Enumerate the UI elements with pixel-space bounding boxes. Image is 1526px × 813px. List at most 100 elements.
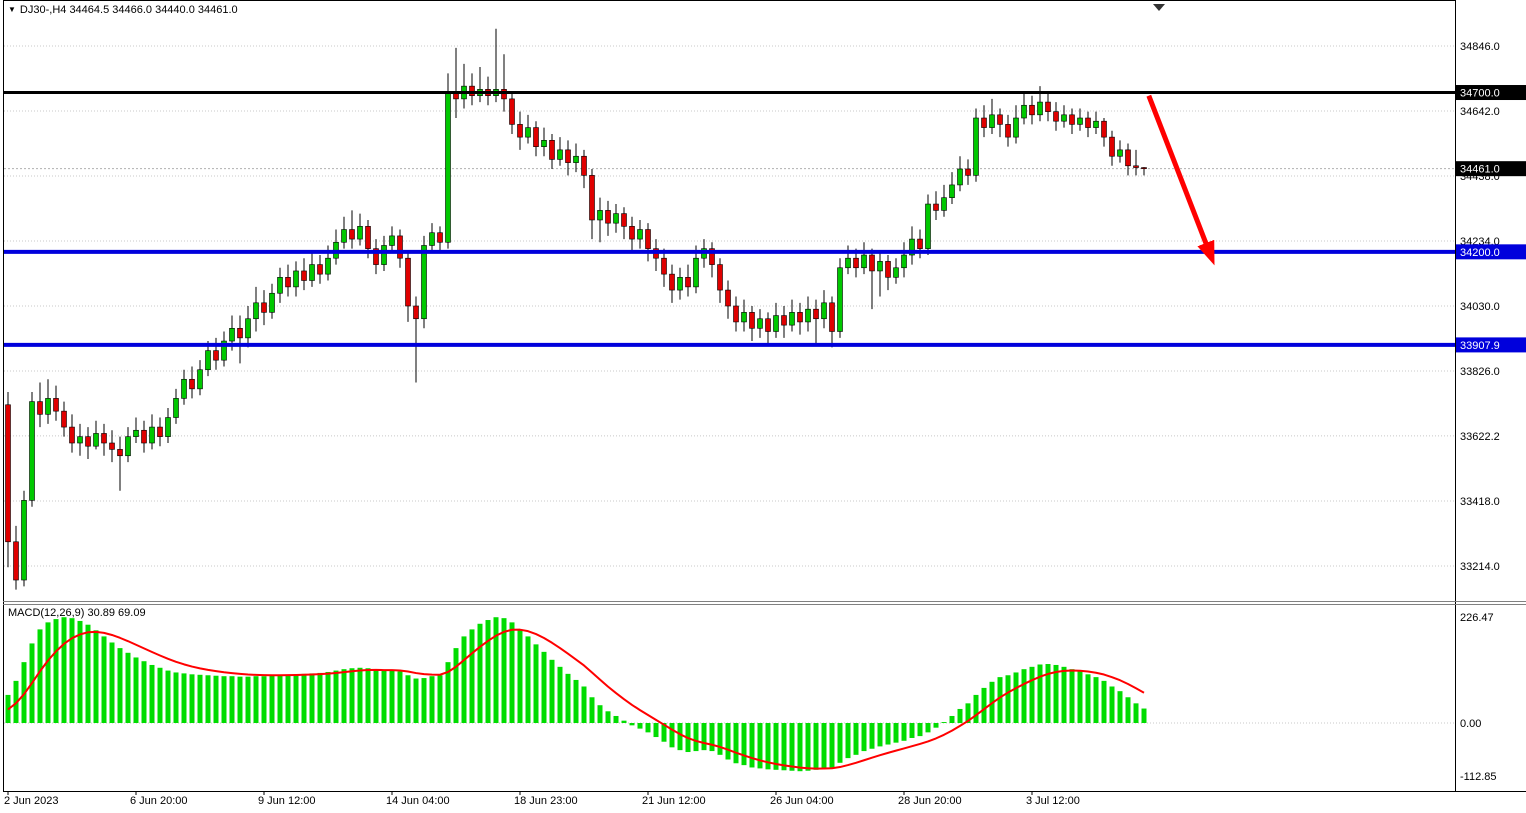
bull-candle — [525, 127, 531, 138]
time-axis-labels: 2 Jun 2023 6 Jun 20:00 9 Jun 12:00 14 Jun 0… — [4, 792, 1080, 807]
bull-candle — [445, 92, 451, 243]
macd-bar — [109, 642, 115, 723]
macd-bar — [221, 676, 227, 723]
macd-bar — [693, 723, 699, 752]
bear-candle — [413, 305, 419, 320]
bear-candle — [965, 168, 971, 176]
macd-bar — [245, 676, 251, 723]
macd-bar — [445, 662, 451, 723]
macd-bar — [173, 672, 179, 723]
macd-bar — [1013, 672, 1019, 723]
macd-bar — [37, 629, 43, 723]
trend-arrow-annotation[interactable] — [1146, 94, 1215, 266]
macd-bar — [413, 678, 419, 723]
macd-bar — [549, 659, 555, 723]
bull-candle — [149, 426, 155, 444]
bull-candle — [421, 245, 427, 320]
chart-shift-marker-icon[interactable] — [1153, 4, 1165, 11]
bull-candle — [1077, 117, 1083, 125]
macd-bar — [573, 679, 579, 723]
price-axis-label: 34642.0 — [1460, 106, 1500, 118]
price-axis-label: 34846.0 — [1460, 41, 1500, 53]
macd-bar — [661, 723, 667, 742]
bull-candle — [925, 203, 931, 249]
macd-bar — [605, 711, 611, 723]
time-axis-label: 2 Jun 2023 — [4, 795, 58, 807]
bull-candle — [325, 257, 331, 275]
bear-candle — [61, 410, 67, 428]
bull-candle — [893, 267, 899, 278]
time-axis[interactable] — [0, 792, 1526, 813]
price-line-label-box — [1456, 337, 1526, 353]
bear-candle — [717, 264, 723, 291]
bull-candle — [821, 302, 827, 320]
bull-candle — [693, 257, 699, 288]
macd-bar — [309, 673, 315, 723]
macd-bar — [501, 618, 507, 723]
macd-bar — [453, 648, 459, 723]
macd-bar — [285, 674, 291, 723]
bear-candle — [285, 277, 291, 288]
macd-bar — [541, 651, 547, 723]
macd-bar — [229, 676, 235, 723]
bear-candle — [365, 226, 371, 249]
macd-bar — [389, 670, 395, 723]
macd-bar — [621, 720, 627, 723]
macd-bar — [381, 670, 387, 723]
macd-bar — [589, 697, 595, 723]
bear-candle — [13, 541, 19, 581]
price-line-label-text: 33907.9 — [1460, 340, 1500, 352]
bull-candle — [845, 257, 851, 269]
bear-candle — [581, 155, 587, 176]
bull-candle — [1061, 114, 1067, 122]
bull-candle — [21, 500, 27, 581]
macd-bar — [277, 675, 283, 723]
macd-bar — [653, 723, 659, 738]
bull-candle — [909, 238, 915, 256]
macd-bar — [261, 676, 267, 723]
price-axis-label: 33622.2 — [1460, 431, 1500, 443]
macd-bar — [973, 694, 979, 723]
time-axis-label: 14 Jun 04:00 — [386, 795, 450, 807]
macd-bar — [981, 687, 987, 723]
macd-axis-label: -112.85 — [1460, 771, 1497, 783]
bear-candle — [53, 398, 59, 412]
bear-candle — [869, 254, 875, 272]
macd-bar — [341, 669, 347, 723]
bear-candle — [917, 238, 923, 249]
bear-candle — [141, 429, 147, 444]
macd-bar — [677, 723, 683, 751]
symbol-info: ▼ DJ30-,H4 34464.5 34466.0 34440.0 34461.… — [8, 4, 238, 16]
bear-candle — [1085, 117, 1091, 128]
macd-bar — [901, 723, 907, 741]
price-axis[interactable] — [1456, 0, 1526, 791]
macd-bar — [1109, 686, 1115, 723]
macd-bar — [1053, 664, 1059, 723]
bear-candle — [605, 210, 611, 224]
bear-candle — [533, 127, 539, 147]
bear-candle — [725, 289, 731, 307]
bear-candle — [749, 312, 755, 329]
bull-candle — [205, 350, 211, 371]
macd-bar — [1029, 666, 1035, 723]
bear-candle — [317, 264, 323, 275]
macd-bar — [773, 723, 779, 770]
time-axis-label: 28 Jun 20:00 — [898, 795, 962, 807]
macd-bar — [637, 723, 643, 729]
bear-candle — [117, 449, 123, 457]
macd-bar — [205, 675, 211, 723]
macd-bar — [597, 705, 603, 723]
macd-bar — [613, 715, 619, 723]
price-axis-label: 33826.0 — [1460, 366, 1500, 378]
macd-bar — [293, 674, 299, 723]
bull-candle — [757, 318, 763, 329]
macd-bar — [77, 620, 83, 723]
expand-arrow-icon[interactable]: ▼ — [8, 5, 16, 14]
bear-candle — [1101, 120, 1107, 138]
bear-candle — [213, 350, 219, 361]
bull-candle — [901, 254, 907, 269]
bear-candle — [829, 302, 835, 332]
macd-bar — [629, 723, 635, 726]
